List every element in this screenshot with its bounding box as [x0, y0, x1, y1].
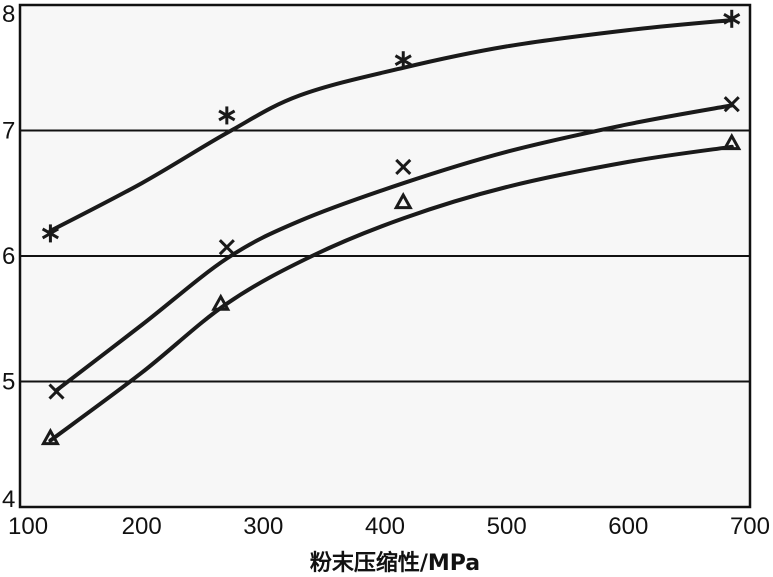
data-point-asterisk-2: [394, 51, 412, 70]
y-tick-label-8: 8: [2, 1, 15, 28]
x-tick-labels: 100 200 300 400 500 600 700: [8, 513, 770, 540]
x-tick-label-500: 500: [487, 513, 527, 540]
data-point-cross-0: [48, 383, 65, 400]
x-tick-label-300: 300: [243, 513, 283, 540]
series-lines: [48, 18, 734, 443]
data-point-triangle-1: [211, 293, 231, 311]
series-line-cross: [54, 103, 734, 393]
data-point-triangle-2: [393, 191, 413, 210]
data-point-asterisk-3: [723, 9, 741, 28]
data-point-asterisk-0: [41, 224, 59, 243]
data-markers: [40, 9, 742, 446]
y-tick-labels: 4 5 6 7 8: [2, 1, 15, 513]
x-tick-label-600: 600: [608, 513, 648, 540]
gridlines: [20, 129, 750, 383]
series-line-asterisk: [48, 18, 734, 233]
y-tick-label-6: 6: [2, 243, 15, 270]
data-point-cross-3: [723, 96, 740, 113]
x-tick-label-400: 400: [365, 513, 405, 540]
x-axis-title: 粉末压缩性/MPa: [310, 550, 480, 576]
data-point-cross-2: [395, 158, 412, 175]
x-tick-label-700: 700: [730, 513, 770, 540]
y-tick-label-5: 5: [2, 369, 15, 396]
y-tick-label-7: 7: [2, 118, 15, 145]
x-tick-label-100: 100: [8, 513, 48, 540]
y-tick-label-4: 4: [2, 486, 15, 513]
data-point-cross-1: [218, 239, 235, 256]
data-point-triangle-3: [722, 132, 742, 151]
x-tick-label-200: 200: [122, 513, 162, 540]
data-point-triangle-0: [40, 427, 60, 446]
data-point-asterisk-1: [218, 106, 236, 125]
series-line-triangle: [48, 144, 734, 443]
